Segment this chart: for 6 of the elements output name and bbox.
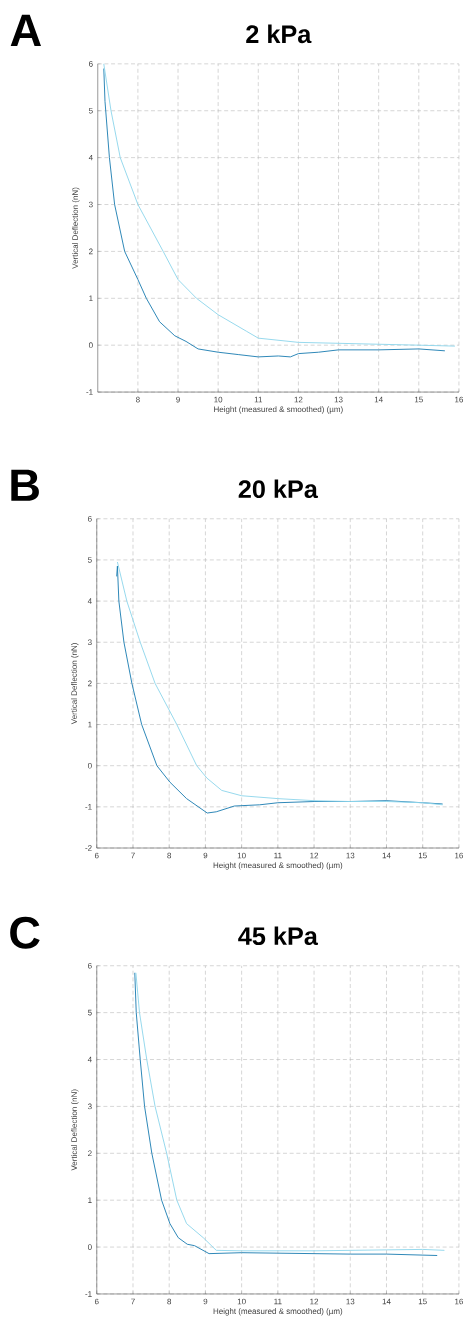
text: C <box>10 916 40 949</box>
chart-title: 2 kPa <box>246 24 312 44</box>
text: A <box>10 14 42 46</box>
chart-title: 20 kPa <box>238 479 319 499</box>
chart-title: 45 kPa <box>238 926 319 946</box>
text: B <box>11 469 40 501</box>
